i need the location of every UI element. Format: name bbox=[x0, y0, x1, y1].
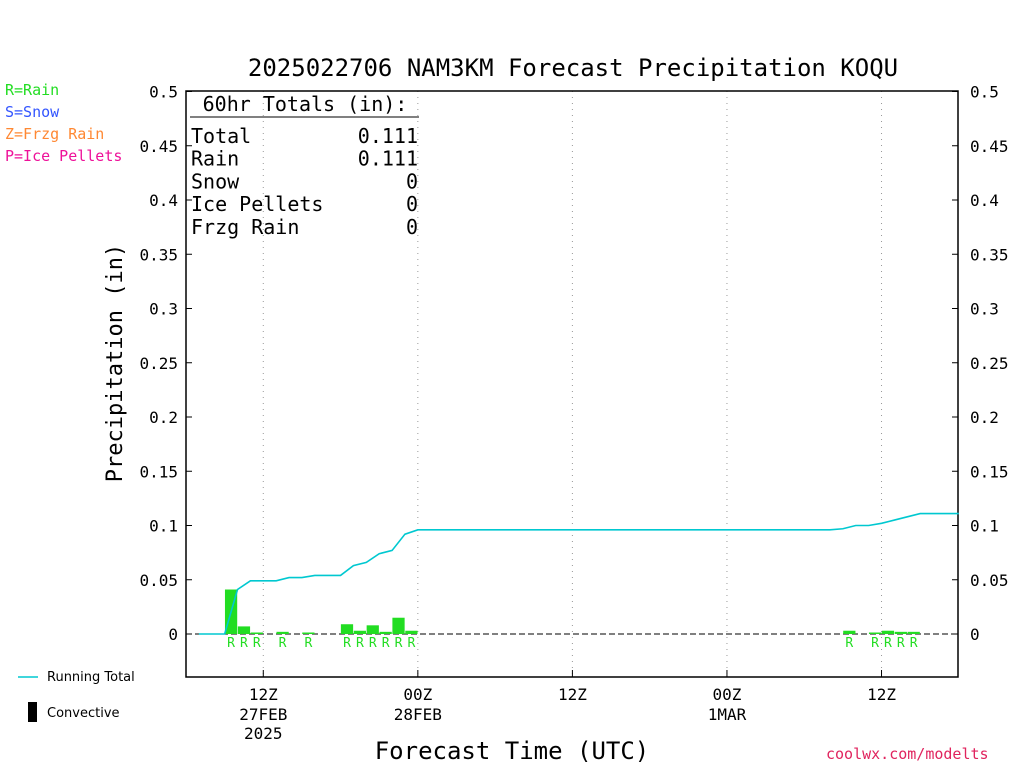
running-total-legend-label: Running Total bbox=[47, 670, 135, 685]
precip-bar-3 bbox=[276, 631, 289, 634]
totals-box: 60hr Totals (in): Total 0.111 Rain 0.111 Snow… bbox=[190, 92, 419, 239]
precip-type-label-10: R bbox=[407, 636, 415, 651]
totals-row-label-2: Snow bbox=[191, 169, 240, 193]
y-tick-label-right-4: 0.3 bbox=[970, 300, 999, 319]
chart-title: 2025022706 NAM3KM Forecast Precipitation… bbox=[248, 54, 898, 82]
y-tick-label-right-2: 0.4 bbox=[970, 191, 999, 210]
precip-type-label-4: R bbox=[304, 636, 312, 651]
x-axis-label: Forecast Time (UTC) bbox=[375, 737, 650, 765]
precip-bar-2 bbox=[250, 632, 263, 634]
legend-item-snow: S=Snow bbox=[5, 103, 60, 121]
y-tick-label-left-1: 0.45 bbox=[139, 137, 178, 156]
precip-type-label-1: R bbox=[240, 636, 248, 651]
precip-type-label-14: R bbox=[897, 636, 905, 651]
precip-type-label-9: R bbox=[395, 636, 403, 651]
legend-item-frzg-rain: Z=Frzg Rain bbox=[5, 125, 105, 143]
running-total-series bbox=[198, 512, 959, 635]
y-tick-label-left-2: 0.4 bbox=[149, 191, 178, 210]
precip-bar-1 bbox=[237, 626, 251, 634]
precip-bar-7 bbox=[366, 625, 379, 634]
precip-type-label-13: R bbox=[884, 636, 892, 651]
precip-bar-15 bbox=[907, 631, 920, 634]
precip-bar-5 bbox=[340, 624, 354, 634]
totals-row-label-3: Ice Pellets bbox=[191, 192, 323, 216]
y-tick-label-left-6: 0.2 bbox=[149, 408, 178, 427]
precip-type-label-3: R bbox=[279, 636, 287, 651]
y-tick-label-left-9: 0.05 bbox=[139, 571, 178, 590]
running-total-line bbox=[198, 512, 959, 635]
y-tick-label-left-5: 0.25 bbox=[139, 354, 178, 373]
y-tick-label-right-1: 0.45 bbox=[970, 137, 1009, 156]
grid-lines bbox=[262, 91, 883, 677]
precip-bar-8 bbox=[379, 631, 392, 634]
y-tick-label-left-7: 0.15 bbox=[139, 462, 178, 481]
x-tick-label-3: 00Z bbox=[713, 685, 742, 704]
bottom-legend-graphics bbox=[18, 676, 38, 722]
y-tick-label-right-0: 0.5 bbox=[970, 83, 999, 102]
y-tick-label-right-7: 0.15 bbox=[970, 462, 1009, 481]
precip-bar-13 bbox=[881, 630, 895, 634]
y-tick-label-left-0: 0.5 bbox=[149, 83, 178, 102]
totals-row-value-1: 0.111 bbox=[358, 147, 418, 171]
watermark: coolwx.com/modelts bbox=[826, 745, 989, 763]
precip-bar-6 bbox=[353, 630, 366, 634]
y-tick-label-right-9: 0.05 bbox=[970, 571, 1009, 590]
y-tick-label-left-3: 0.35 bbox=[139, 245, 178, 264]
precip-bar-11 bbox=[843, 630, 856, 634]
precip-type-label-8: R bbox=[382, 636, 390, 651]
precip-type-label-6: R bbox=[356, 636, 364, 651]
legend-item-rain: R=Rain bbox=[5, 81, 60, 99]
precip-type-label-2: R bbox=[253, 636, 261, 651]
totals-row-label-0: Total bbox=[191, 124, 251, 148]
plot-frame bbox=[185, 90, 959, 678]
precip-bar-14 bbox=[894, 631, 907, 634]
y-tick-label-left-8: 0.1 bbox=[149, 517, 178, 536]
precip-type-label-12: R bbox=[871, 636, 879, 651]
y-tick-label-left-4: 0.3 bbox=[149, 300, 178, 319]
precip-type-label-7: R bbox=[369, 636, 377, 651]
x-tick-date-3: 1MAR bbox=[708, 705, 747, 724]
convective-swatch bbox=[28, 702, 37, 722]
precip-type-legend: R=Rain S=Snow Z=Frzg Rain P=Ice Pellets bbox=[5, 79, 122, 167]
totals-row-label-4: Frzg Rain bbox=[191, 215, 299, 239]
totals-row-label-1: Rain bbox=[191, 147, 239, 171]
y-tick-label-right-5: 0.25 bbox=[970, 354, 1009, 373]
totals-row-value-0: 0.111 bbox=[358, 124, 418, 148]
totals-row-value-3: 0 bbox=[406, 192, 418, 216]
convective-legend-label: Convective bbox=[47, 706, 120, 721]
totals-row-value-2: 0 bbox=[406, 169, 418, 193]
precip-bar-4 bbox=[302, 632, 315, 634]
x-tick-date-0: 27FEB bbox=[239, 705, 287, 724]
precip-bar-9 bbox=[392, 617, 405, 634]
precip-type-label-0: R bbox=[227, 636, 235, 651]
x-tick-label-4: 12Z bbox=[867, 685, 896, 704]
y-tick-label-right-10: 0 bbox=[970, 625, 980, 644]
precip-type-label-5: R bbox=[343, 636, 351, 651]
precip-type-label-11: R bbox=[845, 636, 853, 651]
precip-bar-12 bbox=[868, 632, 882, 634]
y-axis-label: Precipitation (in) bbox=[103, 244, 128, 482]
y-tick-label-left-10: 0 bbox=[168, 625, 178, 644]
totals-heading: 60hr Totals (in): bbox=[203, 92, 408, 116]
x-tick-label-2: 12Z bbox=[558, 685, 587, 704]
totals-row-value-4: 0 bbox=[406, 215, 418, 239]
y-tick-label-right-8: 0.1 bbox=[970, 517, 999, 536]
precip-bar-10 bbox=[405, 630, 418, 634]
legend-item-ice-pellets: P=Ice Pellets bbox=[5, 147, 123, 165]
precip-type-label-15: R bbox=[910, 636, 918, 651]
x-tick-label-0: 12Z bbox=[249, 685, 278, 704]
y-tick-label-right-3: 0.35 bbox=[970, 245, 1009, 264]
x-tick-year-0: 2025 bbox=[244, 724, 283, 743]
x-tick-label-1: 00Z bbox=[403, 685, 432, 704]
x-tick-date-1: 28FEB bbox=[394, 705, 442, 724]
y-tick-label-right-6: 0.2 bbox=[970, 408, 999, 427]
